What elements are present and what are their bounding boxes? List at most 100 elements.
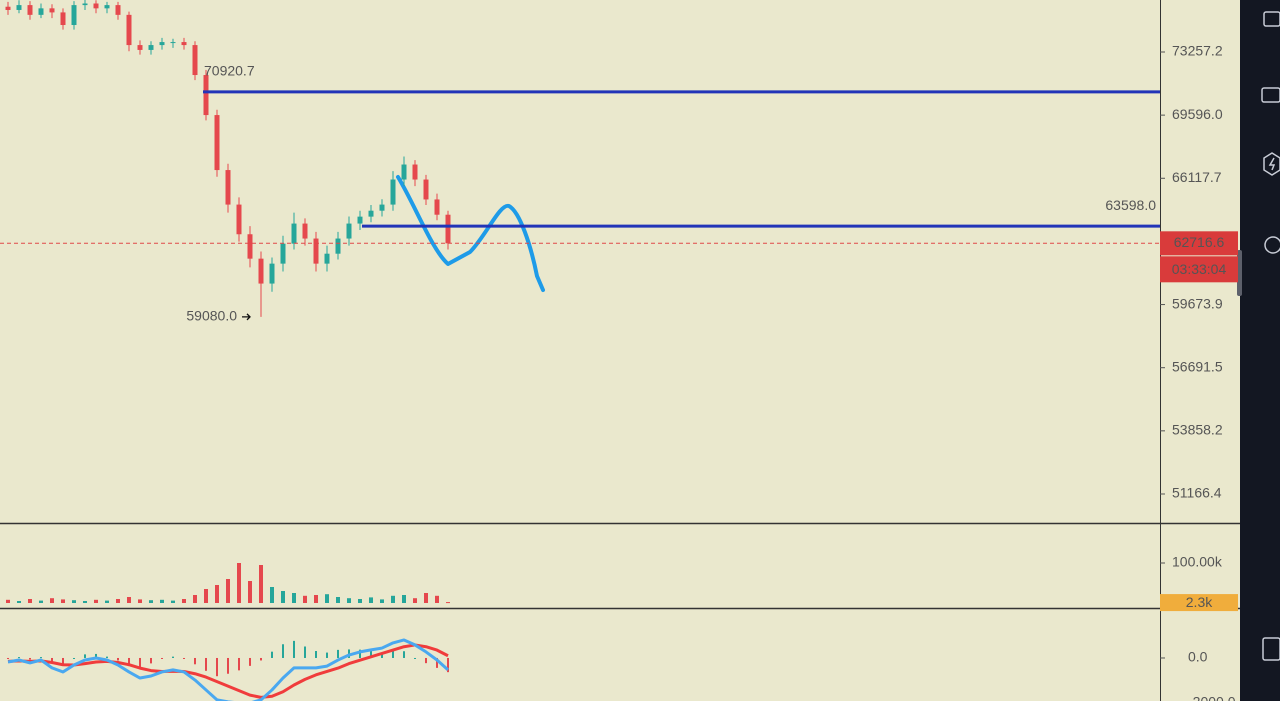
candle-body: [423, 179, 429, 200]
candle-body: [236, 204, 242, 235]
countdown-label: 03:33:04: [1172, 261, 1227, 277]
macd-pane: [7, 638, 450, 701]
macd-histogram-bar: [194, 657, 196, 665]
macd-histogram-bar: [381, 652, 383, 658]
candle-body: [390, 179, 396, 205]
macd-histogram-bar: [271, 651, 273, 658]
macd-histogram-bar: [447, 657, 449, 673]
candle-body: [291, 223, 297, 244]
last-price-tag: [1160, 231, 1238, 256]
candle-body: [225, 170, 231, 205]
macd-histogram-bar: [7, 657, 9, 659]
macd-histogram-bar: [337, 649, 339, 658]
macd-histogram-bar: [150, 657, 152, 664]
volume-bar: [193, 595, 197, 603]
macd-histogram-bar: [183, 657, 185, 659]
volume-bar: [347, 598, 351, 603]
y-tick-label: 53858.2: [1172, 422, 1223, 438]
volume-bar: [116, 599, 120, 603]
volume-bar: [325, 594, 329, 603]
volume-bar: [17, 601, 21, 603]
candle-body: [38, 8, 44, 15]
volume-bar: [402, 595, 406, 603]
candle-body: [82, 3, 88, 6]
watchlist-icon[interactable]: [1263, 11, 1280, 27]
macd-histogram-bar: [282, 644, 284, 658]
y-tick-label: 73257.2: [1172, 43, 1223, 59]
layout-icon[interactable]: [1262, 637, 1280, 661]
candle-body: [313, 238, 319, 264]
macd-histogram-bar: [205, 657, 207, 671]
candle-body: [170, 42, 176, 44]
volume-bar: [39, 600, 43, 603]
volume-bar: [72, 600, 76, 603]
candle-body: [368, 210, 374, 217]
candle-body: [379, 204, 385, 211]
volume-bar: [435, 595, 439, 603]
volume-bar: [226, 579, 230, 603]
candle-body: [335, 238, 341, 254]
macd-histogram-bar: [73, 657, 75, 659]
volume-bar: [105, 600, 109, 603]
candle-body: [401, 164, 407, 180]
volume-bar: [248, 581, 252, 603]
macd-histogram-bar: [436, 657, 438, 668]
candle-body: [27, 5, 33, 15]
volume-bar: [149, 600, 153, 603]
candle-body: [115, 5, 121, 15]
candle-body: [357, 216, 363, 224]
volume-bar: [237, 563, 241, 603]
y-tick-label: 59673.9: [1172, 295, 1223, 311]
volume-bar: [28, 599, 32, 603]
alerts-icon[interactable]: [1263, 152, 1280, 176]
macd-histogram-bar: [139, 657, 141, 668]
candle-body: [93, 3, 99, 9]
sidebar-handle[interactable]: [1237, 250, 1242, 296]
volume-bar: [380, 599, 384, 603]
level-label: 63598.0: [1105, 197, 1156, 213]
macd-histogram-bar: [172, 656, 174, 658]
macd-histogram-bar: [227, 657, 229, 674]
macd-histogram-bar: [359, 649, 361, 658]
candle-body: [412, 164, 418, 180]
candle-body: [159, 42, 165, 46]
y-tick-label: 51166.4: [1172, 485, 1222, 501]
sync-icon[interactable]: [1264, 236, 1280, 254]
macd-histogram-bar: [62, 657, 64, 666]
macd-histogram-bar: [161, 657, 163, 659]
candle-body: [445, 214, 451, 244]
volume-bar: [413, 598, 417, 603]
volume-bar: [61, 599, 65, 603]
macd-histogram-bar: [370, 651, 372, 658]
candle-body: [49, 8, 55, 13]
macd-histogram-bar: [128, 657, 130, 666]
candle-body: [60, 12, 66, 26]
volume-bar: [270, 587, 274, 603]
macd-histogram-bar: [304, 646, 306, 658]
macd-histogram-bar: [40, 657, 42, 659]
last-price-label: 62716.6: [1174, 234, 1225, 250]
candle-body: [16, 5, 22, 10]
candle-body: [324, 253, 330, 264]
macd-histogram-bar: [106, 656, 108, 658]
volume-bar: [303, 595, 307, 603]
macd-histogram-bar: [29, 657, 31, 660]
volume-bar: [358, 599, 362, 603]
macd-histogram-bar: [18, 657, 20, 659]
macd-histogram-bar: [51, 657, 53, 664]
candle-body: [269, 263, 275, 284]
volume-bar: [94, 599, 98, 603]
etf-icon[interactable]: [1261, 87, 1280, 103]
y-tick-label: 66117.7: [1172, 169, 1222, 185]
candle-body: [104, 5, 110, 9]
macd-histogram-bar: [392, 650, 394, 658]
volume-bar: [215, 585, 219, 603]
macd-histogram-bar: [260, 657, 262, 661]
candle-body: [137, 45, 143, 50]
volume-bar: [83, 601, 87, 603]
volume-bar: [204, 589, 208, 603]
volume-bar: [182, 599, 186, 603]
